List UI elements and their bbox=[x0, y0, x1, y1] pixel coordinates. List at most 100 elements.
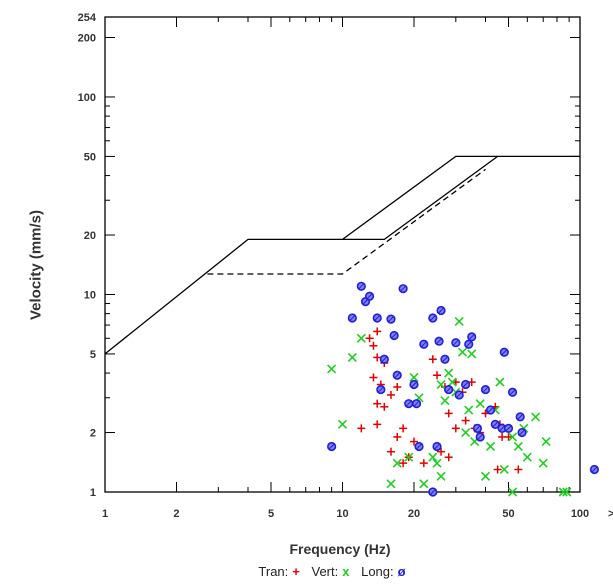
point-tran bbox=[419, 459, 428, 468]
point-long bbox=[515, 412, 525, 422]
point-vert bbox=[440, 396, 450, 406]
point-long bbox=[372, 313, 382, 323]
point-long bbox=[414, 441, 424, 452]
point-vert-b bbox=[386, 479, 396, 489]
point-long bbox=[392, 370, 402, 380]
point-long-slash bbox=[435, 337, 443, 345]
point-tran bbox=[365, 334, 374, 343]
point-long-slash bbox=[429, 314, 437, 322]
point-vert bbox=[495, 377, 505, 387]
point-long-slash bbox=[328, 443, 335, 450]
point-long bbox=[419, 339, 429, 349]
point-vert-b bbox=[495, 377, 505, 387]
point-long-slash bbox=[348, 314, 356, 322]
point-long-slash bbox=[509, 388, 516, 396]
point-long bbox=[517, 427, 527, 438]
point-long bbox=[347, 313, 357, 323]
point-long bbox=[356, 281, 366, 291]
point-tran bbox=[357, 424, 366, 433]
legend-symbol-long: ø bbox=[397, 564, 406, 579]
point-vert-b bbox=[513, 441, 523, 452]
point-vert bbox=[480, 471, 491, 481]
point-vert bbox=[513, 441, 523, 452]
point-long-slash bbox=[505, 425, 512, 432]
axis-ticks: 1 2 5 10 20 50 100 >1 2 5 10 20 50 100 200 254 bbox=[78, 12, 613, 520]
point-long bbox=[480, 384, 491, 395]
y-tick-label: 20 bbox=[84, 230, 96, 242]
point-tran bbox=[393, 432, 402, 441]
point-vert-b bbox=[447, 377, 457, 387]
x-tick-label: 20 bbox=[408, 508, 420, 520]
point-long-slash bbox=[474, 425, 481, 432]
legend-symbol-tran: + bbox=[292, 564, 300, 579]
point-tran bbox=[399, 424, 408, 433]
point-vert bbox=[467, 349, 477, 359]
y-tick-label: 200 bbox=[78, 33, 96, 45]
point-long-slash bbox=[455, 391, 463, 399]
point-vert-b bbox=[436, 471, 446, 481]
point-vert-b bbox=[475, 399, 485, 409]
point-tran bbox=[399, 459, 408, 468]
point-vert-b bbox=[419, 479, 429, 489]
point-long-slash bbox=[405, 400, 413, 408]
point-long bbox=[475, 432, 485, 442]
point-long-slash bbox=[429, 488, 437, 496]
y-tick-label: 10 bbox=[84, 289, 96, 301]
point-long-slash bbox=[465, 340, 473, 348]
point-long bbox=[451, 338, 461, 348]
point-vert-b bbox=[531, 412, 541, 422]
point-vert-b bbox=[356, 333, 366, 343]
point-vert-b bbox=[541, 437, 551, 447]
point-tran bbox=[373, 353, 382, 362]
point-tran bbox=[493, 465, 502, 474]
point-long bbox=[454, 390, 464, 400]
point-vert bbox=[499, 464, 509, 475]
point-vert bbox=[464, 405, 474, 415]
point-vert bbox=[392, 458, 402, 468]
x-tick-label: 100 bbox=[571, 508, 589, 520]
point-long-slash bbox=[433, 443, 441, 450]
point-long bbox=[428, 313, 438, 323]
legend-label-tran: Tran: bbox=[258, 564, 289, 579]
point-vert-b bbox=[485, 441, 496, 452]
x-overflow-label: > bbox=[608, 508, 613, 520]
point-long bbox=[472, 423, 483, 433]
point-vert-b bbox=[538, 458, 548, 468]
point-vert-b bbox=[499, 464, 509, 475]
point-tran bbox=[373, 327, 382, 336]
point-tran bbox=[373, 420, 382, 429]
point-vert-b bbox=[461, 427, 471, 438]
point-vert bbox=[419, 479, 429, 489]
point-long-slash bbox=[482, 386, 489, 393]
point-long bbox=[404, 399, 414, 409]
point-tran bbox=[444, 453, 453, 462]
point-long-slash bbox=[441, 355, 449, 363]
point-vert bbox=[444, 368, 454, 378]
point-vert-b bbox=[392, 458, 402, 468]
point-long bbox=[436, 305, 446, 316]
point-long-slash bbox=[413, 400, 420, 408]
point-long bbox=[411, 399, 422, 409]
point-vert-b bbox=[428, 452, 438, 462]
point-vert-b bbox=[522, 452, 532, 462]
point-long bbox=[464, 339, 474, 349]
point-vert bbox=[541, 437, 551, 447]
point-long-slash bbox=[387, 315, 395, 323]
legend: Tran: + Vert: x Long: ø bbox=[258, 564, 413, 579]
point-vert bbox=[327, 364, 337, 374]
point-vert bbox=[562, 487, 572, 497]
point-long-slash bbox=[516, 413, 524, 421]
point-vert-b bbox=[337, 419, 348, 429]
point-long-slash bbox=[491, 421, 499, 428]
legend-symbol-vert: x bbox=[342, 564, 350, 579]
point-long bbox=[440, 354, 450, 364]
point-long bbox=[503, 423, 514, 433]
point-long bbox=[428, 487, 438, 497]
point-vert bbox=[337, 419, 348, 429]
plot-border bbox=[104, 16, 581, 493]
plot-frame bbox=[104, 16, 581, 493]
point-long-slash bbox=[476, 433, 484, 441]
point-vert bbox=[347, 352, 357, 363]
point-long bbox=[499, 347, 509, 357]
